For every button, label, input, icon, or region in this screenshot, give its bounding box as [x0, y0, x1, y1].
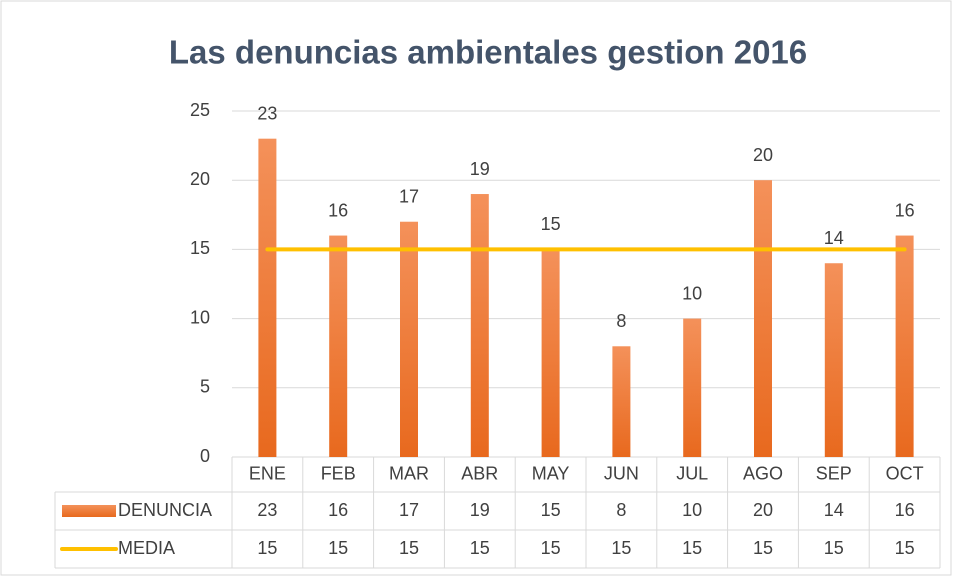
bar — [683, 318, 702, 457]
bar — [329, 235, 348, 457]
data-label: 15 — [541, 214, 561, 234]
bar — [541, 249, 560, 457]
legend-key — [62, 505, 116, 517]
x-tick-label: MAR — [389, 463, 429, 483]
table-cell: 14 — [824, 500, 844, 520]
table-cell: 15 — [470, 538, 490, 558]
table-cell: 23 — [257, 500, 277, 520]
y-tick-label: 5 — [200, 377, 210, 397]
table-cell: 15 — [824, 538, 844, 558]
x-tick-label: MAY — [532, 463, 570, 483]
data-label: 16 — [895, 200, 915, 220]
x-tick-label: SEP — [816, 463, 852, 483]
table-cell: 15 — [328, 538, 348, 558]
x-tick-label: ABR — [461, 463, 498, 483]
table-cell: 15 — [753, 538, 773, 558]
table-cell: 16 — [328, 500, 348, 520]
bar — [824, 263, 843, 457]
bar — [895, 235, 914, 457]
bar — [470, 194, 489, 458]
x-tick-label: FEB — [321, 463, 356, 483]
table-cell: 19 — [470, 500, 490, 520]
table-cell: 10 — [682, 500, 702, 520]
data-label: 19 — [470, 159, 490, 179]
y-tick-label: 0 — [200, 446, 210, 466]
legend-label: MEDIA — [118, 538, 175, 558]
data-label: 16 — [328, 200, 348, 220]
table-cell: 15 — [399, 538, 419, 558]
bar — [612, 346, 631, 457]
bar — [258, 138, 277, 457]
y-tick-label: 15 — [190, 238, 210, 258]
y-tick-label: 20 — [190, 169, 210, 189]
table-cell: 20 — [753, 500, 773, 520]
table-cell: 15 — [257, 538, 277, 558]
x-tick-label: AGO — [743, 463, 783, 483]
table-cell: 17 — [399, 500, 419, 520]
table-cell: 15 — [541, 500, 561, 520]
data-label: 20 — [753, 145, 773, 165]
x-tick-label: JUL — [676, 463, 708, 483]
table-cell: 15 — [895, 538, 915, 558]
bar — [400, 221, 418, 457]
table-cell: 15 — [611, 538, 631, 558]
chart-title: Las denuncias ambientales gestion 2016 — [169, 34, 807, 71]
data-label: 8 — [616, 311, 626, 331]
y-tick-label: 25 — [190, 100, 210, 120]
y-tick-label: 10 — [190, 307, 210, 327]
data-label: 14 — [824, 228, 844, 248]
data-label: 10 — [682, 283, 702, 303]
table-cell: 16 — [895, 500, 915, 520]
legend-label: DENUNCIA — [118, 500, 212, 520]
table-cell: 15 — [541, 538, 561, 558]
data-label: 17 — [399, 186, 419, 206]
x-tick-label: ENE — [249, 463, 286, 483]
x-tick-label: JUN — [604, 463, 639, 483]
table-cell: 15 — [682, 538, 702, 558]
bar — [754, 180, 772, 457]
table-cell: 8 — [616, 500, 626, 520]
data-label: 23 — [257, 103, 277, 123]
x-tick-label: OCT — [886, 463, 924, 483]
